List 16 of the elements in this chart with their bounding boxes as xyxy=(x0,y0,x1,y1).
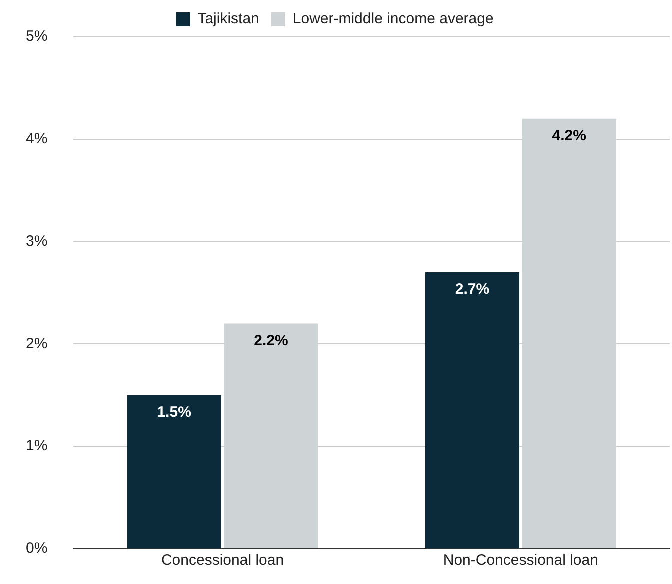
legend-label: Tajikistan xyxy=(198,10,260,28)
legend-label: Lower-middle income average xyxy=(292,10,494,28)
bar xyxy=(127,395,222,548)
x-tick-label: Non-Concessional loan xyxy=(443,552,598,570)
data-label: 2.2% xyxy=(254,332,288,350)
bar xyxy=(425,272,520,548)
data-label: 2.7% xyxy=(455,281,490,298)
data-label: 4.2% xyxy=(552,128,586,145)
y-tick-label: 2% xyxy=(26,335,48,352)
y-tick-label: 1% xyxy=(26,438,48,455)
data-label: 1.5% xyxy=(157,404,192,422)
y-tick-label: 4% xyxy=(26,130,48,148)
y-tick-label: 5% xyxy=(26,28,48,46)
y-tick-label: 3% xyxy=(26,232,48,250)
x-tick-label: Concessional loan xyxy=(161,552,284,570)
y-tick-label: 0% xyxy=(26,540,48,558)
